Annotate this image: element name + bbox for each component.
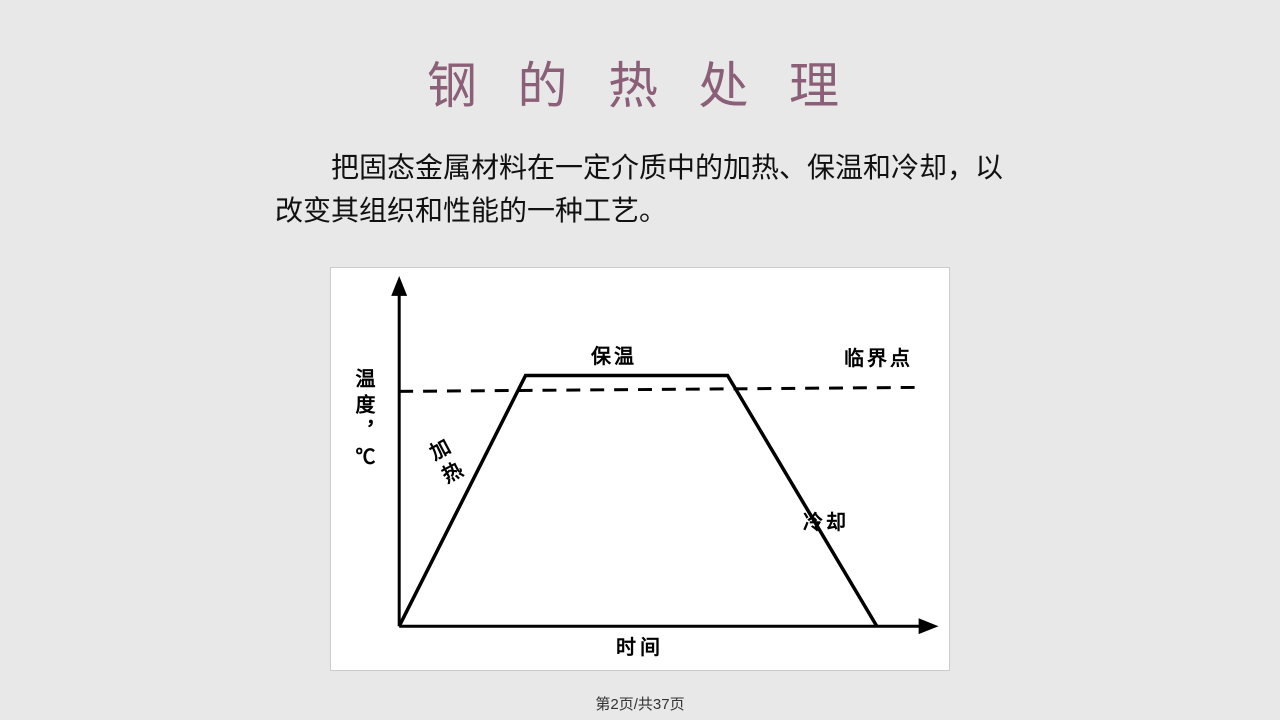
x-axis-label: 时间: [616, 631, 664, 660]
slide-title: 钢 的 热 处 理: [427, 46, 853, 118]
critical-point-label: 临界点: [844, 342, 913, 371]
holding-label: 保温: [591, 340, 637, 369]
heat-treatment-chart: 温度，℃ 时间 加热 保温 临界点 冷却: [330, 267, 950, 671]
temperature-curve: [399, 375, 877, 626]
x-axis-arrow: [919, 618, 939, 634]
slide-container: 钢 的 热 处 理 把固态金属材料在一定介质中的加热、保温和冷却，以改变其组织和…: [0, 0, 1280, 720]
critical-line: [399, 387, 918, 391]
cooling-label: 冷却: [803, 506, 849, 535]
slide-description: 把固态金属材料在一定介质中的加热、保温和冷却，以改变其组织和性能的一种工艺。: [275, 146, 1005, 233]
chart-svg: [331, 268, 949, 670]
page-number: 第2页/共37页: [595, 693, 684, 714]
y-axis-arrow: [391, 276, 407, 296]
y-axis-label: 温度，℃: [349, 368, 378, 472]
